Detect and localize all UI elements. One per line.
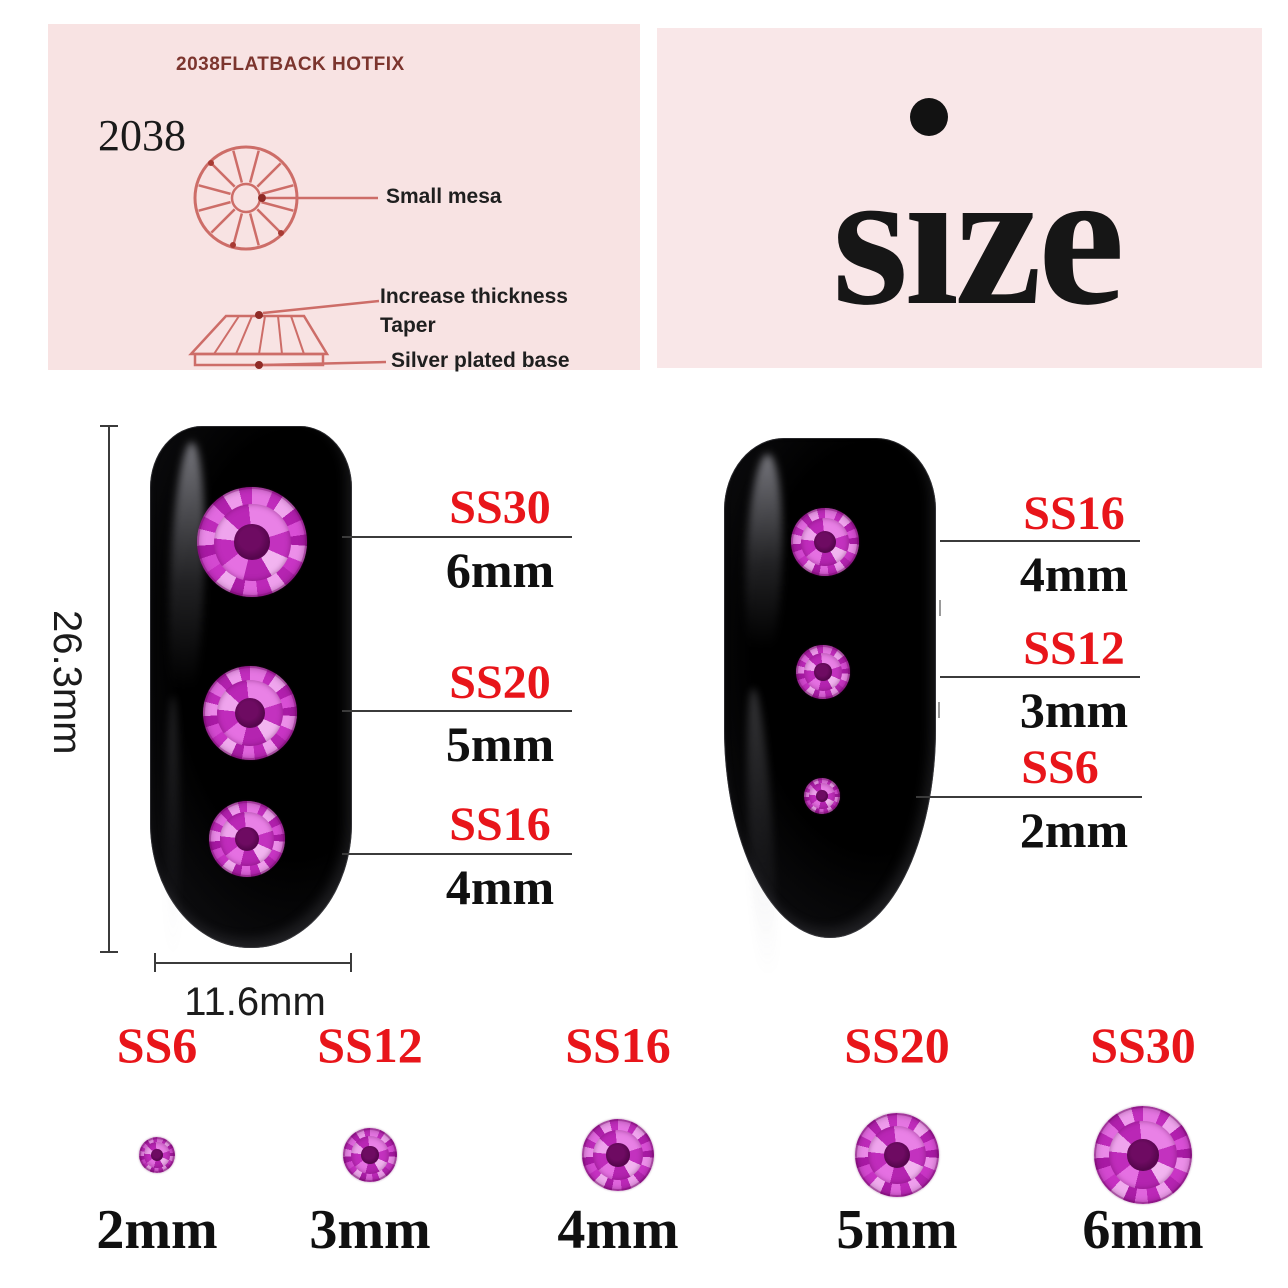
size-title-panel: sıze [657, 28, 1262, 368]
rhinestone-ss16 [209, 801, 285, 877]
width-ruler-left-tick [154, 953, 156, 972]
chart-diameter: 6mm [1082, 1199, 1204, 1261]
callout-size-code: SS30 [449, 481, 551, 534]
callout-leader-line [342, 536, 572, 538]
nail-width-label: 11.6mm [184, 980, 326, 1024]
chart-size-code: SS30 [1090, 1017, 1196, 1073]
chart-size-code: SS6 [116, 1017, 198, 1073]
callout-leader-line [916, 796, 1142, 798]
chart-diameter: 5mm [836, 1199, 958, 1261]
callout-diameter: 3mm [1019, 682, 1129, 738]
callout-size-code: SS20 [449, 656, 551, 709]
callout-size-code: SS16 [1023, 487, 1125, 540]
callout-size-code: SS12 [1023, 622, 1125, 675]
tick-mark [939, 600, 941, 616]
callout-size-code: SS16 [449, 798, 551, 851]
chart-size-code: SS12 [317, 1017, 423, 1073]
callout-leader-line [342, 710, 572, 712]
callout-diameter: 5mm [445, 716, 555, 772]
callout-diameter: 4mm [1019, 546, 1129, 602]
height-ruler-line [108, 426, 110, 953]
model-number: 2038 [98, 111, 186, 160]
chart-diameter: 3mm [309, 1199, 431, 1261]
label-taper: Taper [380, 314, 436, 337]
callout-leader-line [940, 676, 1140, 678]
nail-gloss [742, 453, 786, 675]
label-silver-plated-base: Silver plated base [391, 349, 570, 372]
spec-panel-title: 2038FLATBACK HOTFIX [176, 54, 405, 75]
chart-diameter: 2mm [96, 1199, 218, 1261]
chart-rhinestone-ss16 [582, 1119, 654, 1191]
chart-rhinestone-ss20 [855, 1113, 939, 1197]
chart-diameter: 4mm [557, 1199, 679, 1261]
rhinestone-ss6 [804, 778, 840, 814]
callout-leader-line [342, 853, 572, 855]
rhinestone-technical-drawing [188, 145, 387, 369]
rhinestone-ss30 [197, 487, 307, 597]
chart-rhinestone-ss6 [139, 1137, 175, 1173]
nail-height-label: 26.3mm [45, 610, 89, 755]
chart-size-code: SS20 [844, 1017, 950, 1073]
label-increase-thickness: Increase thickness [380, 285, 568, 308]
height-ruler-top-tick [100, 425, 118, 427]
chart-size-code: SS16 [565, 1017, 671, 1073]
size-heading: sıze [832, 129, 1125, 346]
width-ruler-line [155, 962, 352, 964]
label-small-mesa: Small mesa [386, 185, 502, 208]
nail-gloss [166, 696, 180, 996]
rhinestone-ss12 [796, 645, 850, 699]
rhinestone-ss20 [203, 666, 297, 760]
chart-rhinestone-ss30 [1094, 1106, 1192, 1204]
callout-leader-line [940, 540, 1140, 542]
chart-rhinestone-ss12 [343, 1128, 397, 1182]
rhinestone-ss16 [791, 508, 859, 576]
nail-gloss [741, 687, 783, 1019]
tick-mark [938, 702, 940, 718]
nail-gloss [165, 441, 209, 723]
callout-diameter: 6mm [445, 542, 555, 598]
callout-diameter: 4mm [445, 859, 555, 915]
width-ruler-right-tick [350, 953, 352, 972]
spec-diagram-panel: 2038FLATBACK HOTFIX 2038 [48, 24, 640, 372]
i-dot-ornament [910, 98, 948, 136]
callout-diameter: 2mm [1019, 802, 1129, 858]
height-ruler-bottom-tick [100, 951, 118, 953]
callout-size-code: SS6 [1021, 741, 1099, 794]
